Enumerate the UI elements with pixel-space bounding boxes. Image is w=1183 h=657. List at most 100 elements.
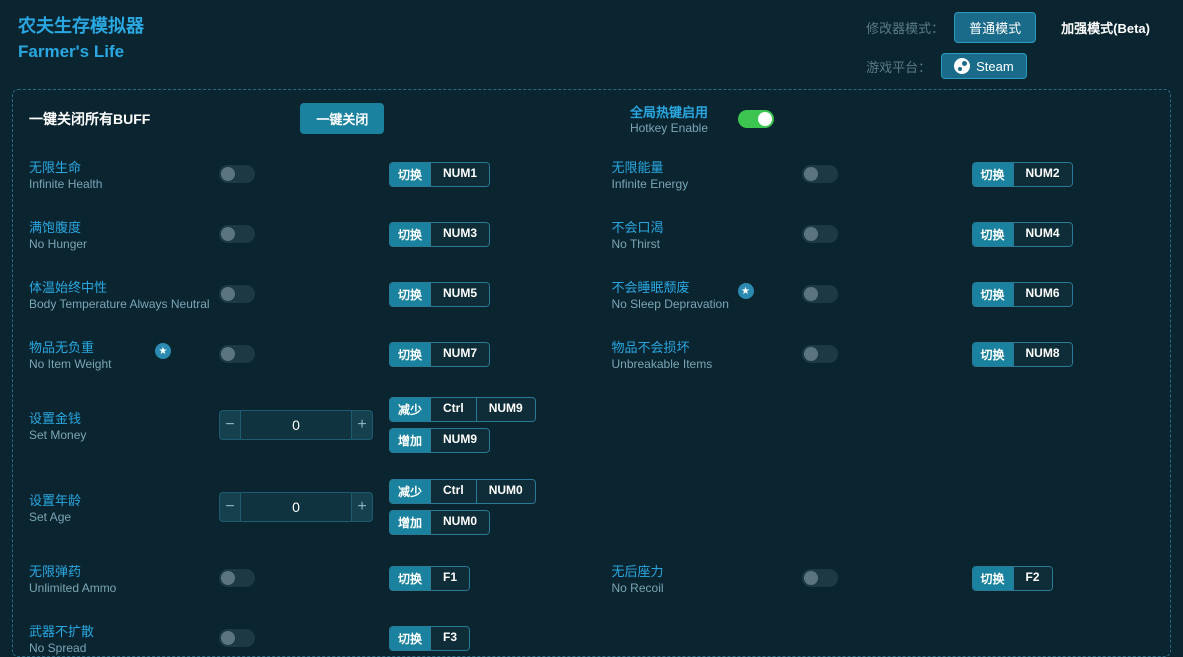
cheat-label-cn: 满饱腹度 (29, 217, 219, 236)
mode-normal-button[interactable]: 普通模式 (954, 12, 1036, 43)
steam-icon (954, 58, 970, 74)
cheat-label-en: No Hunger (29, 237, 219, 251)
star-icon: ★ (155, 343, 171, 359)
hotkey-key: F2 (1014, 567, 1052, 590)
hotkey-key: F1 (431, 567, 469, 590)
hotkey-tag: 切换 (973, 163, 1014, 186)
cheat-label-en: No Spread (29, 641, 219, 655)
cheat-label-cn: 无后座力 (612, 561, 802, 580)
cheat-label-en: Infinite Health (29, 177, 219, 191)
platform-label: 游戏平台： (866, 57, 931, 76)
hotkey-key: Ctrl (431, 480, 477, 503)
cheat-label-cn: 体温始终中性 (29, 277, 219, 296)
hotkey-key: Ctrl (431, 398, 477, 421)
unlimited-ammo-toggle[interactable] (219, 569, 255, 587)
hotkey-key: NUM4 (1014, 223, 1072, 246)
age-increase-button[interactable]: + (351, 492, 373, 522)
infinite-energy-toggle[interactable] (802, 165, 838, 183)
hotkey-pill[interactable]: 切换 F1 (389, 566, 470, 591)
hotkey-enable-toggle[interactable] (738, 110, 774, 128)
hotkey-pill[interactable]: 切换 NUM1 (389, 162, 490, 187)
hotkey-pill[interactable]: 切换 NUM4 (972, 222, 1073, 247)
cheat-label-cn: 设置年龄 (29, 490, 219, 509)
cheat-label-en: No Sleep Depravation (612, 297, 802, 311)
cheat-label-en: Set Age (29, 510, 219, 524)
hotkey-key: NUM6 (1014, 283, 1072, 306)
hotkey-tag: 切换 (973, 223, 1014, 246)
hotkey-tag: 减少 (390, 480, 431, 503)
hotkey-pill[interactable]: 切换 F2 (972, 566, 1053, 591)
cheats-panel: 一键关闭所有BUFF 一键关闭 全局热键启用 Hotkey Enable 无限生… (12, 89, 1171, 657)
hotkey-pill[interactable]: 减少 Ctrl NUM9 (389, 397, 536, 422)
hotkey-pill[interactable]: 切换 NUM6 (972, 282, 1073, 307)
cheat-label-en: No Recoil (612, 581, 802, 595)
hotkey-pill[interactable]: 减少 Ctrl NUM0 (389, 479, 536, 504)
hotkey-key: NUM1 (431, 163, 489, 186)
hotkey-key: NUM5 (431, 283, 489, 306)
money-input[interactable] (241, 410, 351, 440)
hotkey-key: NUM9 (431, 429, 489, 452)
money-increase-button[interactable]: + (351, 410, 373, 440)
age-input[interactable] (241, 492, 351, 522)
cheat-label-cn: 无限能量 (612, 157, 802, 176)
no-spread-toggle[interactable] (219, 629, 255, 647)
hotkey-tag: 增加 (390, 511, 431, 534)
mode-beta-button[interactable]: 加强模式(Beta) (1046, 12, 1165, 43)
no-sleep-toggle[interactable] (802, 285, 838, 303)
no-thirst-toggle[interactable] (802, 225, 838, 243)
hotkey-key: NUM0 (431, 511, 489, 534)
hotkey-pill[interactable]: 增加 NUM0 (389, 510, 490, 535)
hotkey-pill[interactable]: 增加 NUM9 (389, 428, 490, 453)
hotkey-pill[interactable]: 切换 NUM5 (389, 282, 490, 307)
infinite-health-toggle[interactable] (219, 165, 255, 183)
cheat-label-cn: 物品无负重 (29, 337, 219, 356)
hotkey-tag: 切换 (390, 343, 431, 366)
hotkey-tag: 切换 (390, 223, 431, 246)
hotkey-pill[interactable]: 切换 F3 (389, 626, 470, 651)
close-all-buff-button[interactable]: 一键关闭 (300, 103, 384, 134)
hotkey-enable-en: Hotkey Enable (630, 121, 708, 135)
hotkey-tag: 切换 (390, 283, 431, 306)
platform-btn-label: Steam (976, 59, 1014, 74)
cheat-label-en: Body Temperature Always Neutral (29, 297, 219, 311)
star-icon: ★ (738, 283, 754, 299)
hotkey-tag: 切换 (973, 343, 1014, 366)
game-title-cn: 农夫生存模拟器 (18, 12, 144, 38)
unbreakable-toggle[interactable] (802, 345, 838, 363)
cheat-label-cn: 物品不会损坏 (612, 337, 802, 356)
cheat-label-en: Set Money (29, 428, 219, 442)
cheat-label-en: No Item Weight (29, 357, 219, 371)
hotkey-key: NUM2 (1014, 163, 1072, 186)
close-all-buff-label: 一键关闭所有BUFF (29, 109, 150, 129)
no-recoil-toggle[interactable] (802, 569, 838, 587)
hotkey-key: NUM9 (477, 398, 535, 421)
money-decrease-button[interactable]: − (219, 410, 241, 440)
no-weight-toggle[interactable] (219, 345, 255, 363)
hotkey-key: F3 (431, 627, 469, 650)
body-temp-toggle[interactable] (219, 285, 255, 303)
cheat-label-cn: 无限弹药 (29, 561, 219, 580)
mode-label: 修改器模式： (866, 18, 944, 37)
hotkey-pill[interactable]: 切换 NUM7 (389, 342, 490, 367)
hotkey-tag: 切换 (390, 627, 431, 650)
cheat-label-cn: 设置金钱 (29, 408, 219, 427)
hotkey-key: NUM8 (1014, 343, 1072, 366)
hotkey-pill[interactable]: 切换 NUM3 (389, 222, 490, 247)
hotkey-key: NUM7 (431, 343, 489, 366)
cheat-label-cn: 不会睡眠颓废 (612, 277, 802, 296)
cheat-label-en: Unbreakable Items (612, 357, 802, 371)
hotkey-pill[interactable]: 切换 NUM2 (972, 162, 1073, 187)
cheat-label-en: Unlimited Ammo (29, 581, 219, 595)
cheat-label-en: No Thirst (612, 237, 802, 251)
platform-steam-button[interactable]: Steam (941, 53, 1027, 79)
age-decrease-button[interactable]: − (219, 492, 241, 522)
hotkey-tag: 切换 (390, 567, 431, 590)
hotkey-tag: 切换 (973, 567, 1014, 590)
game-title-en: Farmer's Life (18, 42, 144, 62)
hotkey-enable-cn: 全局热键启用 (630, 102, 708, 121)
hotkey-pill[interactable]: 切换 NUM8 (972, 342, 1073, 367)
cheat-label-cn: 不会口渴 (612, 217, 802, 236)
cheat-label-en: Infinite Energy (612, 177, 802, 191)
no-hunger-toggle[interactable] (219, 225, 255, 243)
hotkey-tag: 切换 (973, 283, 1014, 306)
